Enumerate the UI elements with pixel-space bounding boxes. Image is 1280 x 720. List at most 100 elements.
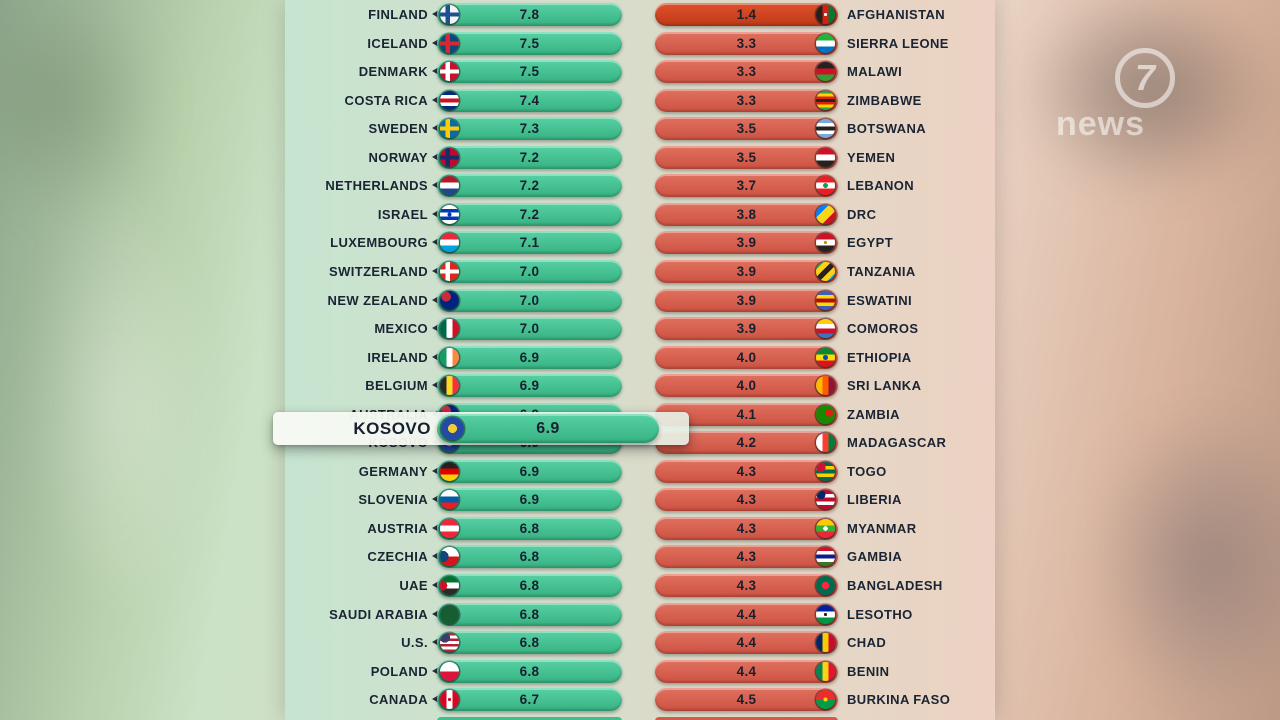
row-pointer-icon [432, 609, 439, 618]
score-value: 6.8 [519, 520, 540, 536]
row-pointer-icon [432, 352, 439, 361]
score-value: 4.3 [736, 492, 757, 508]
score-bar-green: 7.2 [437, 202, 622, 226]
score-bar-green: 7.2 [437, 174, 622, 198]
chart-row: GERMANY 6.9 4.3 TOGO [285, 459, 995, 483]
kosovo-highlight-row: KOSOVO 6.9 [273, 412, 689, 445]
row-pointer-icon [432, 95, 439, 104]
row-pointer-icon [432, 295, 439, 304]
highlight-score-value: 6.9 [536, 420, 560, 437]
country-label: ISRAEL [377, 206, 428, 222]
score-value: 7.5 [519, 64, 540, 80]
country-label: IRELAND [367, 349, 428, 365]
country-label: SLOVENIA [358, 492, 428, 508]
score-bar-red: 4.3 [655, 545, 838, 569]
row-pointer-icon [432, 695, 439, 704]
score-bar-green: 6.8 [437, 574, 622, 597]
country-flag-icon [440, 176, 459, 196]
country-flag-icon [816, 518, 835, 538]
score-value: 6.9 [519, 378, 540, 394]
chart-row: POLAND 6.8 4.4 BENIN [285, 659, 995, 683]
country-label: ETHIOPIA [847, 349, 912, 365]
highlight-country-label: KOSOVO [353, 419, 431, 438]
row-pointer-icon [432, 466, 439, 475]
country-flag-icon [440, 547, 459, 567]
row-pointer-icon [432, 67, 439, 76]
country-flag-icon [816, 290, 835, 310]
country-flag-icon [816, 33, 835, 53]
chart-row: NORWAY 7.2 3.5 YEMEN [285, 145, 995, 169]
score-bar-red: 3.9 [655, 288, 838, 312]
country-flag-icon [816, 319, 835, 339]
country-label: YEMEN [847, 149, 896, 165]
score-value: 7.2 [519, 206, 540, 222]
score-bar-green: 6.9 [437, 374, 622, 398]
country-flag-icon [440, 319, 459, 339]
country-label: NEW ZEALAND [327, 292, 428, 308]
chart-row: SAUDI ARABIA 6.8 4.4 LESOTHO [285, 602, 995, 626]
country-label: COSTA RICA [344, 92, 428, 108]
country-label: COMOROS [847, 321, 919, 337]
score-value: 4.0 [736, 349, 757, 365]
chart-row: LUXEMBOURG 7.1 3.9 EGYPT [285, 231, 995, 255]
score-value: 7.0 [519, 263, 540, 279]
score-value: 4.3 [736, 549, 757, 565]
score-value: 6.9 [519, 349, 540, 365]
country-flag-icon [440, 5, 459, 24]
top-news-watermark: 7 news [1050, 48, 1195, 144]
score-bar-red: 4.4 [655, 602, 838, 626]
country-label: BOTSWANA [847, 121, 927, 137]
country-label: CANADA [369, 692, 428, 708]
country-flag-icon [440, 347, 459, 367]
row-pointer-icon [432, 552, 439, 561]
row-pointer-icon [432, 209, 439, 218]
score-value: 6.9 [519, 463, 540, 479]
row-pointer-icon [432, 638, 439, 647]
score-value: 1.4 [736, 7, 757, 22]
country-flag-icon [440, 261, 459, 281]
country-label: ZIMBABWE [847, 92, 922, 108]
chart-row: ISRAEL 7.2 3.8 DRC [285, 202, 995, 226]
score-value: 3.3 [736, 35, 757, 51]
row-pointer-icon [432, 266, 439, 275]
score-value: 4.4 [736, 635, 757, 651]
row-pointer-icon [432, 238, 439, 247]
country-label: LUXEMBOURG [330, 235, 428, 251]
country-flag-icon [440, 690, 459, 710]
country-flag-icon [440, 661, 459, 681]
score-value: 7.8 [519, 7, 540, 22]
score-bar-red: 4.1 [655, 402, 838, 426]
score-bar-red: 4.3 [655, 459, 838, 483]
country-flag-icon [440, 233, 459, 253]
score-bar-green: 7.3 [437, 117, 622, 141]
score-value: 3.9 [736, 292, 757, 308]
country-flag-icon [440, 604, 459, 624]
country-label: NORWAY [368, 149, 428, 165]
country-label: DENMARK [358, 64, 428, 80]
score-bar-green: 7.4 [437, 88, 622, 112]
country-flag-icon [440, 204, 459, 224]
country-flag-icon [440, 62, 459, 82]
country-flag-icon [440, 147, 459, 167]
score-bar-green: 7.0 [437, 288, 622, 312]
score-bar-green: 7.8 [437, 3, 622, 26]
country-label: ZAMBIA [847, 406, 900, 422]
score-bar-green: 6.9 [437, 345, 622, 369]
score-bar-red: 3.3 [655, 31, 838, 55]
score-bar-red: 4.0 [655, 374, 838, 398]
score-bar-red: 4.0 [655, 345, 838, 369]
country-label: SRI LANKA [847, 378, 922, 394]
country-label: CHAD [847, 635, 887, 651]
country-label: SWEDEN [368, 121, 428, 137]
score-bar-red: 3.3 [655, 60, 838, 84]
next-row-partial-bar-right [655, 717, 838, 720]
country-label: NETHERLANDS [325, 178, 428, 194]
country-label: BANGLADESH [847, 578, 943, 593]
score-value: 4.1 [736, 406, 757, 422]
score-bar-green: 7.0 [437, 317, 622, 341]
score-bar-red: 3.8 [655, 202, 838, 226]
row-pointer-icon [432, 181, 439, 190]
score-value: 7.4 [519, 92, 540, 108]
score-bar-red: 1.4 [655, 3, 838, 26]
